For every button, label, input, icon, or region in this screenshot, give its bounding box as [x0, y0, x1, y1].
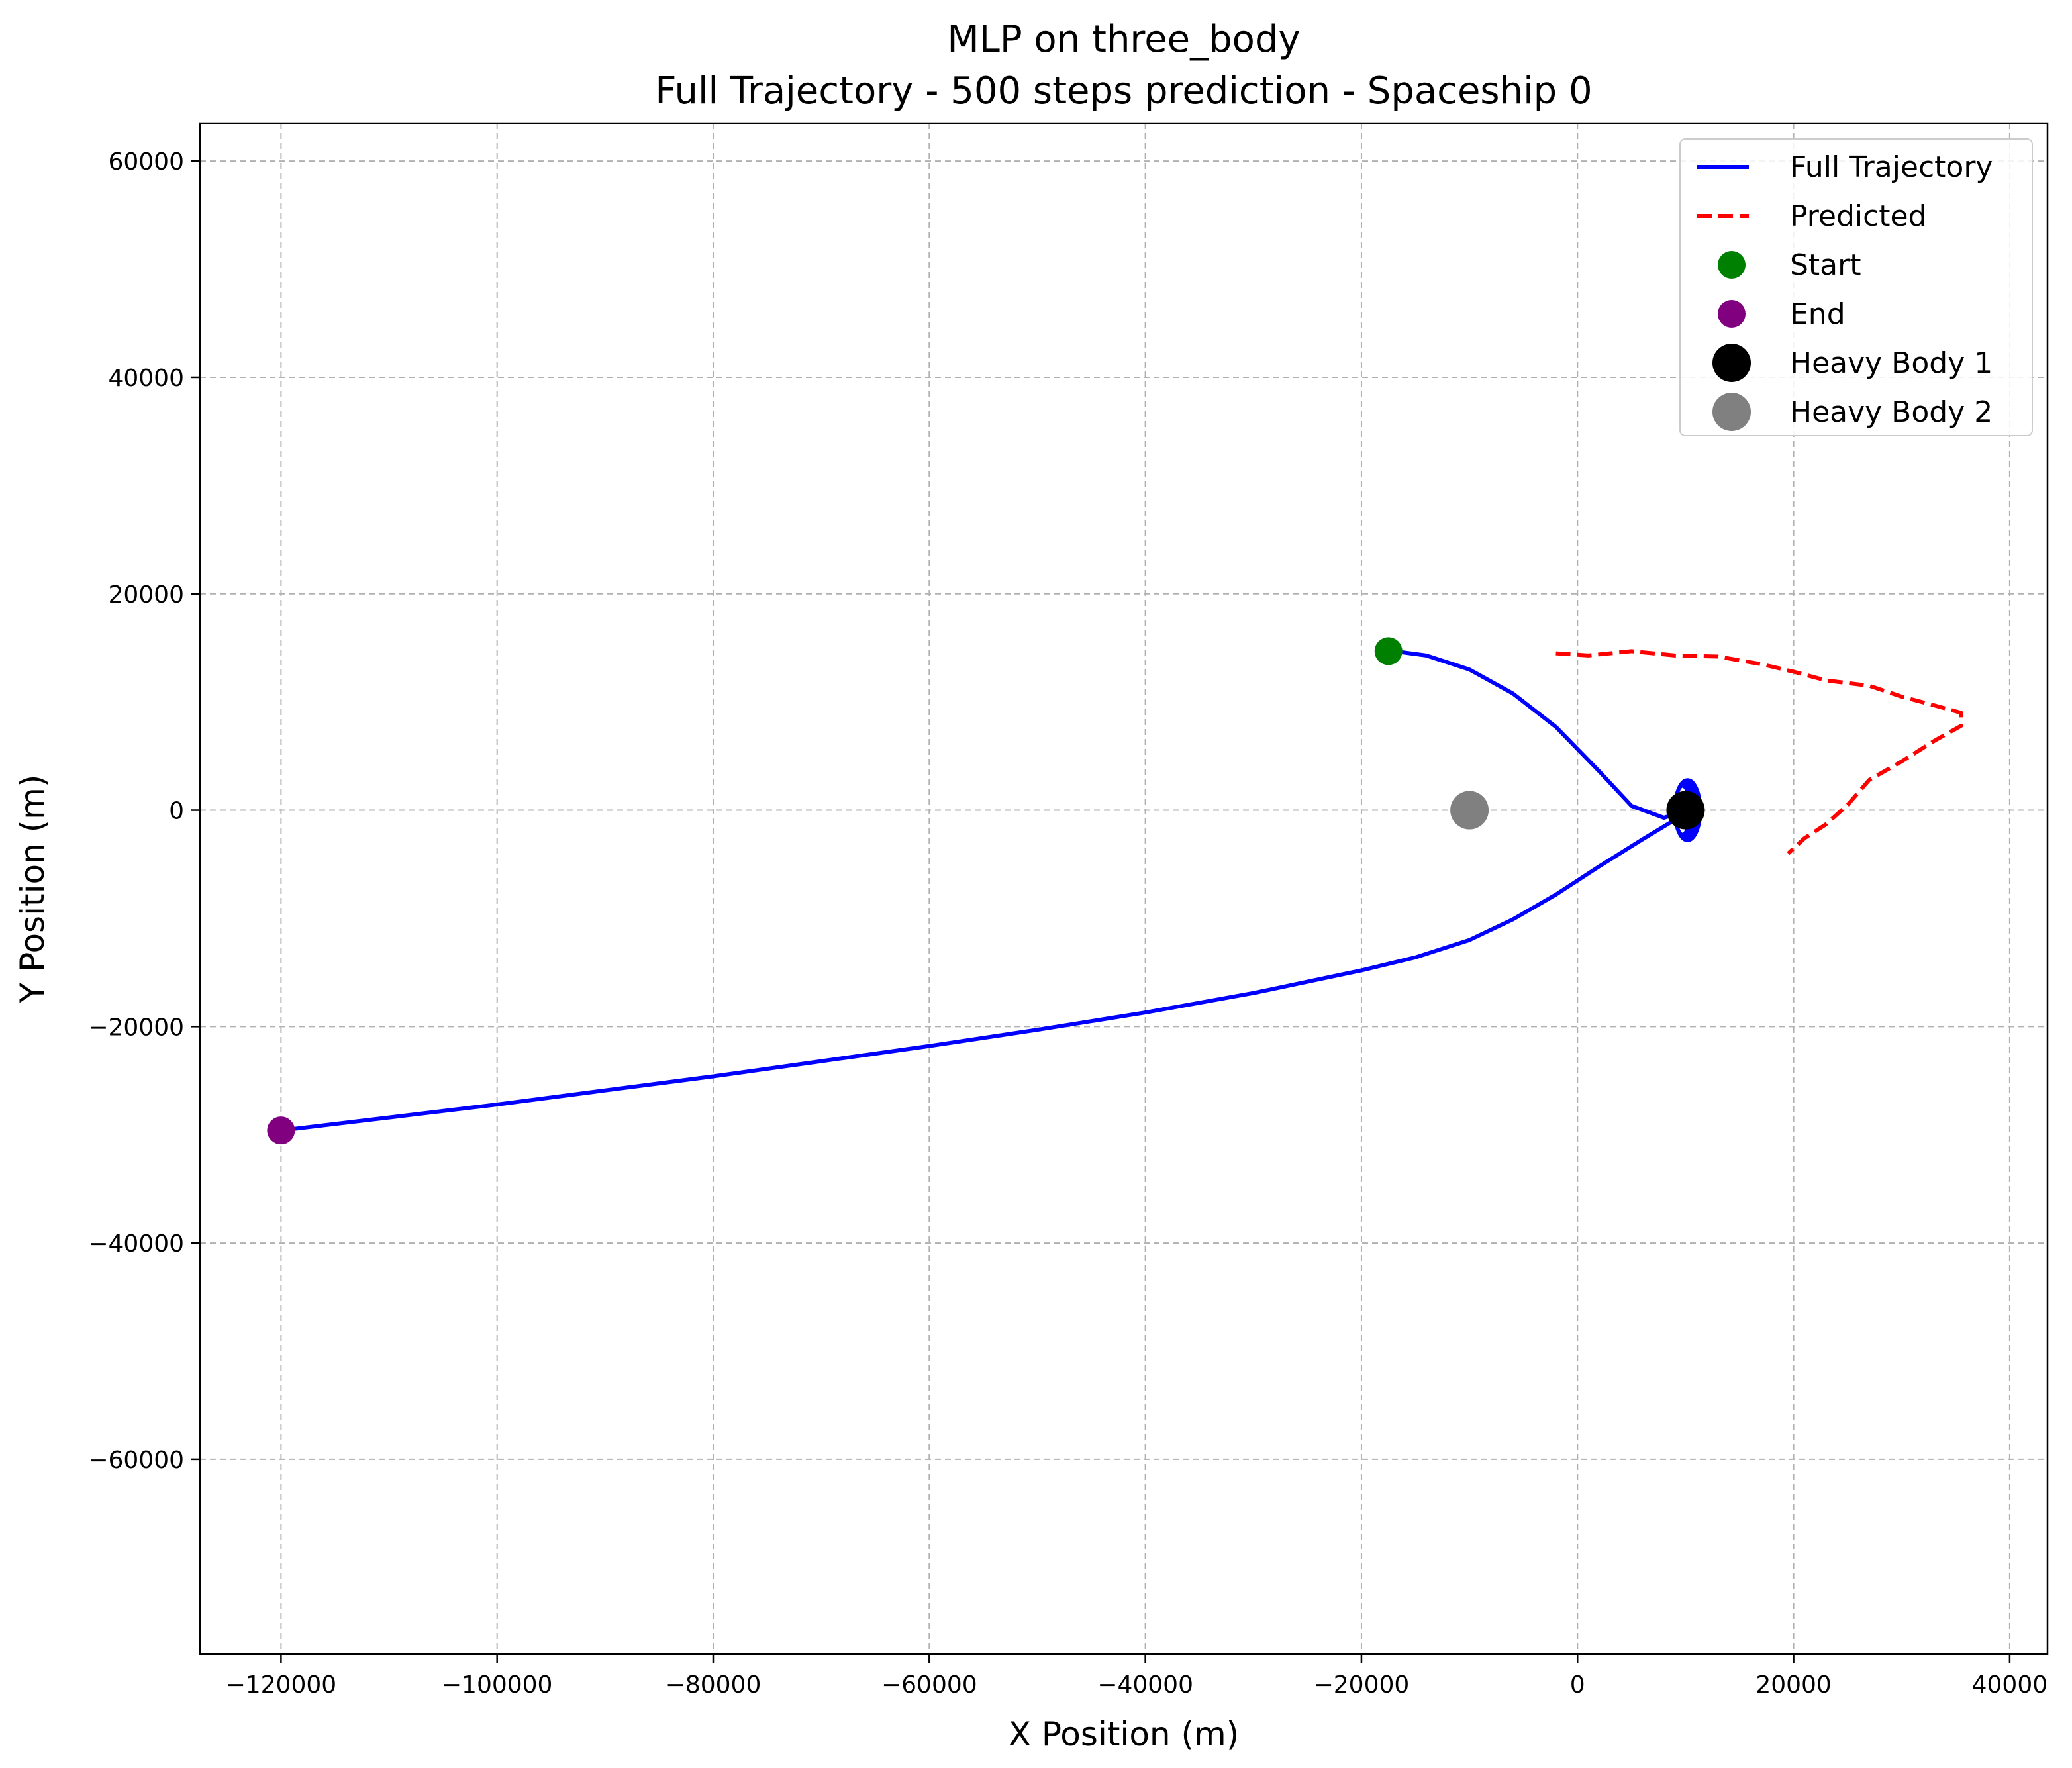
marker-heavy-body-2 — [1450, 791, 1489, 830]
legend-label-predicted: Predicted — [1790, 199, 1927, 233]
legend-label-full-trajectory: Full Trajectory — [1790, 150, 1993, 184]
y-tick-label: 20000 — [108, 581, 184, 609]
legend-label-heavy-body-2: Heavy Body 2 — [1790, 395, 1993, 429]
y-tick-label: 60000 — [108, 148, 184, 175]
chart-title: MLP on three_body — [947, 18, 1300, 61]
y-tick-label: −40000 — [88, 1230, 184, 1257]
legend-swatch-heavy-body-1 — [1712, 344, 1751, 382]
marker-start — [1374, 637, 1403, 665]
y-tick-label: 40000 — [108, 365, 184, 392]
x-axis-label: X Position (m) — [1009, 1715, 1239, 1753]
y-axis-label: Y Position (m) — [13, 775, 52, 1004]
series-predicted — [1555, 649, 1963, 856]
x-tick-label: 0 — [1570, 1671, 1585, 1698]
legend-swatch-heavy-body-2 — [1712, 393, 1751, 431]
legend-swatch-start — [1718, 251, 1746, 279]
x-tick-label: −80000 — [666, 1671, 762, 1698]
x-tick-label: 20000 — [1755, 1671, 1832, 1698]
legend-label-heavy-body-1: Heavy Body 1 — [1790, 346, 1993, 380]
legend-box — [1679, 138, 2033, 436]
series-layer — [281, 649, 1963, 1133]
legend-label-start: Start — [1790, 248, 1861, 282]
y-tick-label: 0 — [169, 798, 184, 825]
x-tick-label: 40000 — [1972, 1671, 2048, 1698]
y-tick-label: −60000 — [88, 1447, 184, 1474]
x-tick-label: −20000 — [1314, 1671, 1410, 1698]
grid — [200, 123, 2047, 1654]
x-tick-label: −120000 — [226, 1671, 337, 1698]
y-tick-label: −20000 — [88, 1014, 184, 1041]
series-full-trajectory — [281, 649, 1688, 1133]
plot-frame — [199, 122, 2049, 1655]
legend-swatch-end — [1718, 300, 1746, 328]
x-tick-label: −40000 — [1097, 1671, 1193, 1698]
x-tick-label: −100000 — [442, 1671, 553, 1698]
marker-end — [267, 1116, 295, 1145]
y-axis-ticks: −60000 −40000 −20000 0 20000 40000 60000 — [88, 148, 200, 1474]
chart-subtitle: Full Trajectory - 500 steps prediction -… — [655, 70, 1592, 113]
points-layer — [267, 637, 1705, 1145]
legend-label-end: End — [1790, 297, 1846, 331]
marker-heavy-body-1 — [1666, 791, 1705, 830]
x-axis-ticks: −120000 −100000 −80000 −60000 −40000 −20000 0 2… — [226, 1654, 2048, 1698]
x-tick-label: −60000 — [881, 1671, 977, 1698]
legend: Full Trajectory Predicted Start End Heavy Bo… — [1679, 138, 2033, 436]
